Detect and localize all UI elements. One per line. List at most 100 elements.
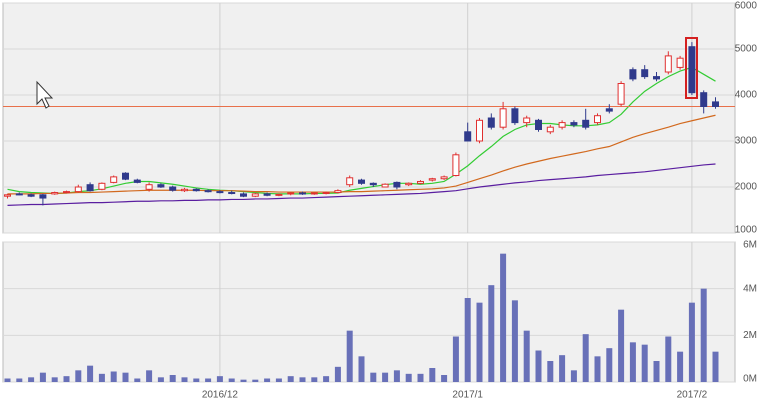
volume-bar (606, 348, 613, 382)
volume-bar (63, 376, 70, 382)
volume-bar (429, 368, 436, 382)
volume-bar (547, 361, 554, 382)
y-tick-label: 4000 (735, 90, 758, 101)
candle-body (228, 192, 236, 195)
volume-bar (28, 377, 35, 382)
volume-bar (346, 330, 353, 382)
candle-body (15, 193, 23, 196)
candle-body (192, 188, 200, 192)
y-tick-label: 3000 (735, 136, 758, 147)
volume-bar (228, 378, 235, 382)
volume-bar (358, 356, 365, 382)
volume-bar (240, 379, 247, 382)
candle-body (51, 192, 59, 195)
volume-bar (264, 378, 271, 382)
y-tick-label: 2M (743, 330, 757, 341)
volume-bar (688, 302, 695, 382)
volume-bar (193, 378, 200, 382)
volume-bar (205, 378, 212, 382)
price-panel (2, 2, 736, 234)
candle-body (122, 172, 129, 180)
y-tick-label: 1000 (735, 225, 758, 236)
volume-bar (535, 350, 542, 382)
volume-bar (641, 344, 648, 382)
volume-bar (511, 300, 518, 382)
candle-body (169, 186, 177, 191)
volume-panel (2, 241, 736, 383)
volume-bar (252, 379, 259, 382)
candle-body (216, 191, 224, 194)
candle-body (98, 182, 106, 190)
y-tick-label: 0M (743, 374, 757, 385)
volume-bar (417, 373, 424, 382)
candle-body (369, 182, 377, 186)
candle-body (546, 126, 554, 133)
candle-body (452, 154, 460, 177)
candle-body (594, 115, 601, 124)
volume-bar (464, 298, 471, 382)
candle-body (240, 193, 247, 197)
candle-body (346, 177, 354, 186)
volume-bar (334, 366, 341, 382)
volume-bar (452, 336, 459, 382)
volume-bar (712, 351, 719, 382)
candle-body (310, 192, 318, 195)
volume-bar (157, 377, 164, 382)
volume-bar (700, 288, 707, 382)
candle-body (428, 178, 436, 181)
mouse-cursor (36, 80, 54, 109)
volume-bar (582, 334, 589, 382)
y-tick-label: 6M (743, 240, 757, 251)
moving-average (7, 114, 716, 195)
volume-bar (181, 377, 188, 382)
candle-body (440, 176, 448, 180)
volume-bar (559, 355, 566, 382)
volume-bar (134, 378, 141, 382)
candle-body (511, 108, 519, 124)
volume-bar (110, 371, 117, 382)
volume-bar (98, 373, 105, 382)
moving-average (7, 163, 716, 206)
candle-body (405, 182, 413, 186)
candle-body (393, 181, 401, 188)
candle-body (676, 57, 684, 68)
volume-bar (370, 372, 377, 382)
candle-body (275, 193, 283, 196)
candle-body (464, 131, 472, 142)
y-tick-label: 5000 (735, 44, 758, 55)
candle-body (629, 69, 637, 80)
candle-body (4, 194, 11, 197)
candle-body (204, 190, 212, 193)
candle-body (334, 190, 342, 194)
volume-bar (382, 372, 389, 382)
candle-body (535, 119, 542, 131)
candle-body (641, 69, 649, 78)
x-tick-label: 2017/1 (452, 390, 483, 401)
highlight-box (685, 37, 698, 99)
candle-body (145, 184, 153, 190)
volume-bar (665, 336, 672, 382)
candle-body (700, 92, 708, 107)
candle-body (417, 180, 424, 184)
candle-body (251, 193, 259, 197)
volume-bar (629, 342, 636, 382)
volume-bar (570, 370, 577, 382)
candle-body (74, 186, 82, 193)
candle-body (133, 179, 141, 183)
volume-bar (476, 302, 483, 382)
candle-body (582, 119, 590, 128)
volume-bar (618, 309, 625, 382)
volume-bar (87, 365, 94, 382)
x-tick-label: 2017/2 (677, 390, 708, 401)
volume-bar (169, 375, 176, 382)
x-tick-label: 2016/12 (202, 390, 239, 401)
candle-body (181, 188, 188, 192)
volume-bar (299, 377, 306, 382)
candle-body (27, 194, 35, 197)
candle-body (157, 184, 165, 188)
volume-bar (216, 376, 223, 382)
volume-bar (523, 330, 530, 382)
volume-bar (287, 376, 294, 382)
volume-bar (393, 370, 400, 382)
